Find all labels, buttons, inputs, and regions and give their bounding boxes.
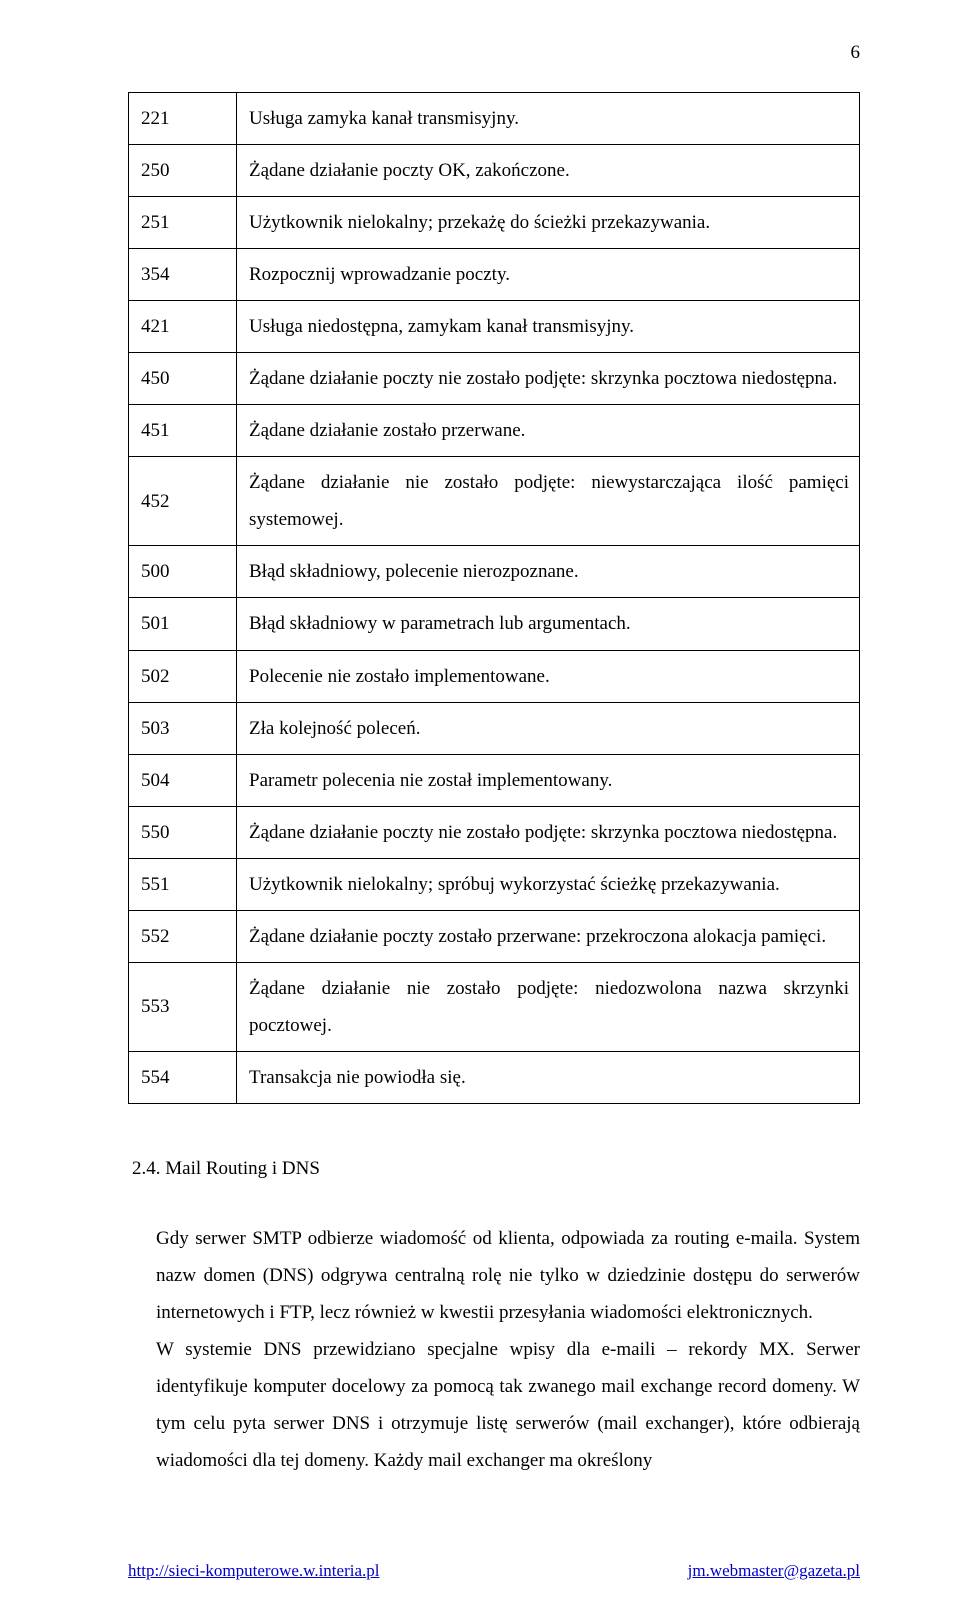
section-heading: 2.4. Mail Routing i DNS [132,1158,860,1180]
code-cell: 221 [129,93,237,145]
smtp-codes-table: 221Usługa zamyka kanał transmisyjny.250Ż… [128,92,860,1104]
table-row: 553Żądane działanie nie zostało podjęte:… [129,962,860,1051]
code-cell: 504 [129,754,237,806]
code-cell: 354 [129,249,237,301]
code-cell: 251 [129,197,237,249]
table-row: 502Polecenie nie zostało implementowane. [129,650,860,702]
code-cell: 503 [129,702,237,754]
code-cell: 550 [129,806,237,858]
table-row: 251Użytkownik nielokalny; przekażę do śc… [129,197,860,249]
table-row: 501Błąd składniowy w parametrach lub arg… [129,598,860,650]
table-row: 452Żądane działanie nie zostało podjęte:… [129,457,860,546]
description-cell: Żądane działanie poczty nie zostało podj… [237,353,860,405]
table-row: 552Żądane działanie poczty zostało przer… [129,910,860,962]
description-cell: Żądane działanie poczty zostało przerwan… [237,910,860,962]
paragraph: W systemie DNS przewidziano specjalne wp… [156,1331,860,1479]
table-row: 500Błąd składniowy, polecenie nierozpozn… [129,546,860,598]
code-cell: 552 [129,910,237,962]
paragraph: Gdy serwer SMTP odbierze wiadomość od kl… [156,1220,860,1331]
description-cell: Błąd składniowy w parametrach lub argume… [237,598,860,650]
table-row: 450Żądane działanie poczty nie zostało p… [129,353,860,405]
description-cell: Parametr polecenia nie został implemento… [237,754,860,806]
description-cell: Użytkownik nielokalny; przekażę do ścież… [237,197,860,249]
table-row: 550Żądane działanie poczty nie zostało p… [129,806,860,858]
code-cell: 250 [129,145,237,197]
code-cell: 451 [129,405,237,457]
code-cell: 554 [129,1051,237,1103]
body-text: Gdy serwer SMTP odbierze wiadomość od kl… [156,1220,860,1479]
description-cell: Usługa niedostępna, zamykam kanał transm… [237,301,860,353]
description-cell: Żądane działanie nie zostało podjęte: ni… [237,962,860,1051]
description-cell: Żądane działanie zostało przerwane. [237,405,860,457]
code-cell: 553 [129,962,237,1051]
table-row: 221Usługa zamyka kanał transmisyjny. [129,93,860,145]
description-cell: Żądane działanie nie zostało podjęte: ni… [237,457,860,546]
description-cell: Błąd składniowy, polecenie nierozpoznane… [237,546,860,598]
table-row: 451Żądane działanie zostało przerwane. [129,405,860,457]
table-row: 504Parametr polecenia nie został impleme… [129,754,860,806]
description-cell: Polecenie nie zostało implementowane. [237,650,860,702]
table-row: 554Transakcja nie powiodła się. [129,1051,860,1103]
description-cell: Transakcja nie powiodła się. [237,1051,860,1103]
code-cell: 421 [129,301,237,353]
table-row: 551Użytkownik nielokalny; spróbuj wykorz… [129,858,860,910]
description-cell: Żądane działanie poczty nie zostało podj… [237,806,860,858]
page-footer: http://sieci-komputerowe.w.interia.pl jm… [128,1561,860,1581]
table-row: 421Usługa niedostępna, zamykam kanał tra… [129,301,860,353]
page-number: 6 [851,42,861,64]
table-row: 503Zła kolejność poleceń. [129,702,860,754]
description-cell: Zła kolejność poleceń. [237,702,860,754]
description-cell: Użytkownik nielokalny; spróbuj wykorzyst… [237,858,860,910]
footer-left-link[interactable]: http://sieci-komputerowe.w.interia.pl [128,1561,379,1581]
page-content: 221Usługa zamyka kanał transmisyjny.250Ż… [0,0,960,1479]
code-cell: 502 [129,650,237,702]
table-row: 250Żądane działanie poczty OK, zakończon… [129,145,860,197]
code-cell: 551 [129,858,237,910]
code-cell: 452 [129,457,237,546]
table-row: 354Rozpocznij wprowadzanie poczty. [129,249,860,301]
footer-right-link[interactable]: jm.webmaster@gazeta.pl [688,1561,860,1581]
code-cell: 501 [129,598,237,650]
description-cell: Rozpocznij wprowadzanie poczty. [237,249,860,301]
description-cell: Żądane działanie poczty OK, zakończone. [237,145,860,197]
description-cell: Usługa zamyka kanał transmisyjny. [237,93,860,145]
code-cell: 450 [129,353,237,405]
code-cell: 500 [129,546,237,598]
